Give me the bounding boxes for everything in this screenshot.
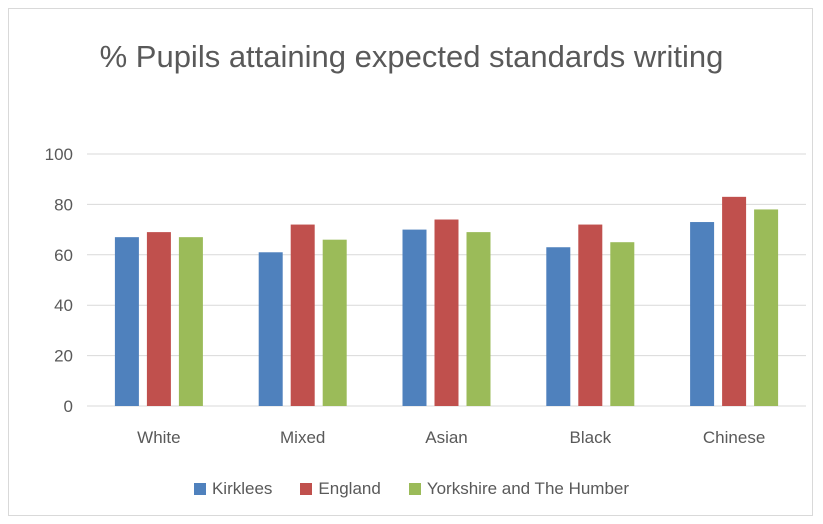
chart-title: % Pupils attaining expected standards wr…	[99, 39, 724, 74]
bar	[402, 229, 427, 406]
legend-label: England	[318, 479, 381, 498]
y-tick-label: 100	[45, 145, 73, 164]
x-tick-label: Mixed	[280, 428, 325, 447]
bar	[690, 222, 715, 406]
legend-swatch	[408, 483, 421, 495]
bar	[178, 237, 203, 406]
y-tick-label: 20	[54, 347, 73, 366]
bar	[322, 239, 347, 406]
bar	[722, 196, 747, 406]
bar	[578, 224, 603, 406]
legend-item: Kirklees	[193, 479, 273, 499]
legend-swatch	[193, 483, 206, 495]
x-tick-label: Black	[570, 428, 612, 447]
legend-label: Yorkshire and The Humber	[426, 479, 630, 498]
legend-label: Kirklees	[211, 479, 273, 498]
y-tick-label: 80	[54, 195, 73, 214]
y-tick-label: 40	[54, 296, 73, 315]
bar	[290, 224, 315, 406]
legend-item: Yorkshire and The Humber	[408, 479, 630, 499]
x-tick-label: Asian	[425, 428, 468, 447]
x-tick-label: White	[137, 428, 180, 447]
bar	[114, 237, 139, 406]
bar	[258, 252, 283, 406]
bar	[546, 247, 571, 406]
chart-frame: % Pupils attaining expected standards wr…	[8, 8, 813, 516]
chart-plot: 0 20 40 60 80 100 White Mixed Asian Black Chinese	[45, 145, 806, 447]
bar	[610, 242, 635, 406]
bar	[434, 219, 459, 406]
y-tick-label: 60	[54, 246, 73, 265]
y-tick-label: 0	[64, 397, 73, 416]
chart-legend: Kirklees England Yorkshire and The Humber	[9, 479, 814, 499]
legend-item: England	[300, 479, 381, 499]
legend-swatch	[300, 483, 313, 495]
x-tick-label: Chinese	[703, 428, 765, 447]
bar	[754, 209, 779, 406]
bar	[466, 232, 491, 406]
bar	[146, 232, 171, 406]
